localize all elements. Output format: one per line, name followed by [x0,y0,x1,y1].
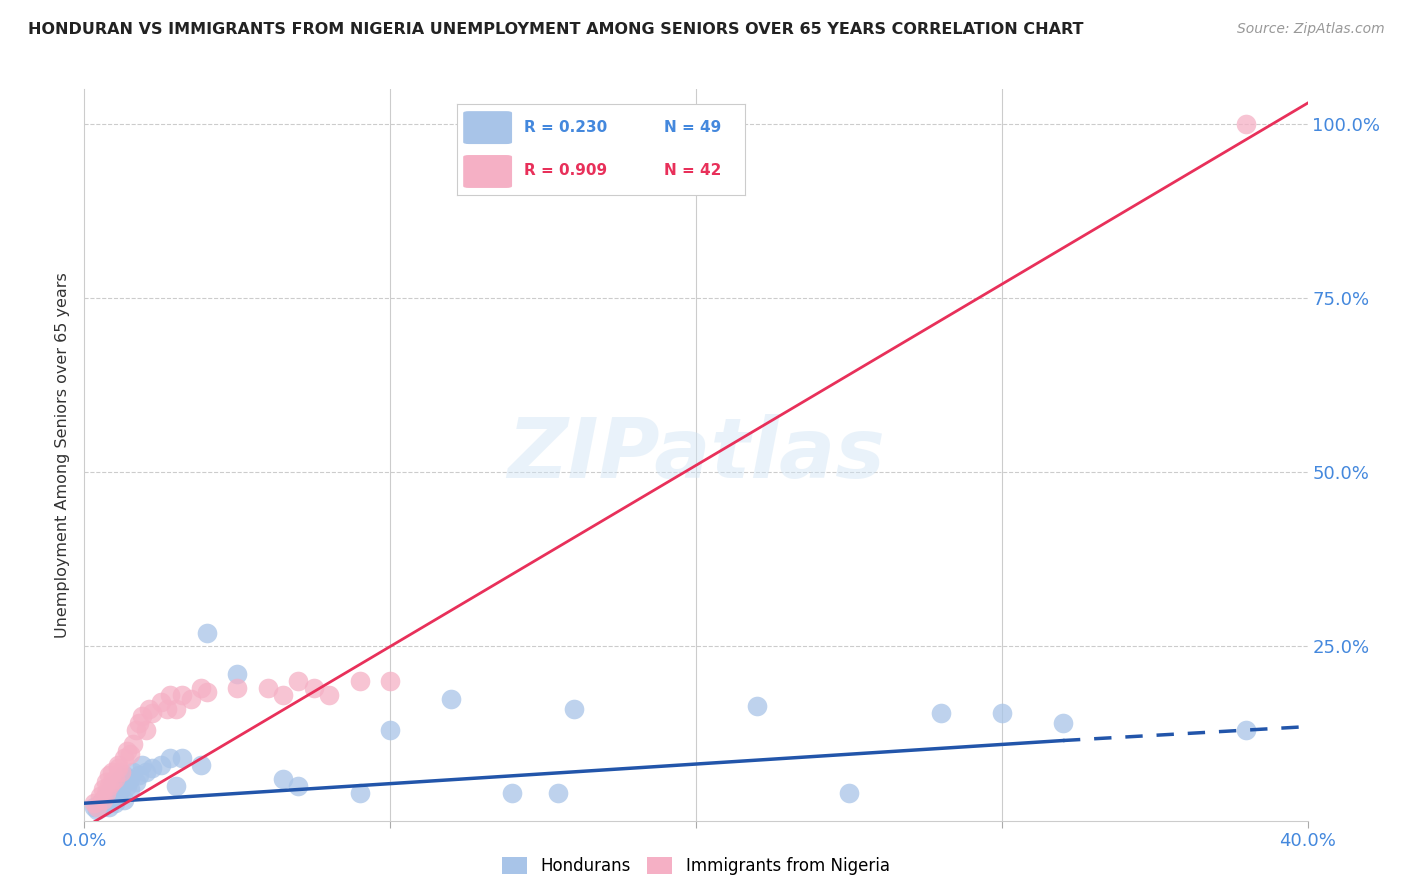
Point [97,786,120,800]
Point [1236,723,1258,737]
Point [287,779,309,793]
Point [349,674,371,689]
Point [107,775,129,789]
Point [190,681,212,696]
Point [929,706,952,720]
Point [165,779,187,793]
Point [120,747,142,762]
Point [110,772,132,786]
Point [156,702,179,716]
Point [180,691,202,706]
Point [195,685,218,699]
Point [83,799,105,814]
Point [112,793,135,807]
Point [131,758,153,772]
Point [271,688,294,702]
Point [104,786,127,800]
Point [125,723,148,737]
Point [226,667,249,681]
Point [149,695,172,709]
Point [89,796,111,810]
Point [120,772,142,786]
Point [97,799,120,814]
Point [101,793,124,807]
Point [104,772,127,786]
Point [97,779,120,793]
Point [112,768,135,782]
Point [86,803,108,817]
Point [97,768,120,782]
Point [502,786,524,800]
Point [107,758,129,772]
Point [101,775,124,789]
Point [128,716,150,731]
Point [380,723,402,737]
Point [94,786,117,800]
Legend: Hondurans, Immigrants from Nigeria: Hondurans, Immigrants from Nigeria [495,850,897,882]
Point [86,799,108,814]
Point [94,775,117,789]
Point [91,782,114,797]
Point [380,674,402,689]
Point [547,786,569,800]
Point [172,751,194,765]
Point [159,688,181,702]
Point [115,744,138,758]
Point [195,625,218,640]
Point [747,698,769,713]
Point [165,702,187,716]
Point [110,764,132,779]
Point [1236,117,1258,131]
Point [125,775,148,789]
Point [122,737,145,751]
Point [1052,716,1074,731]
Point [122,764,145,779]
Point [135,723,157,737]
Point [83,796,105,810]
Point [349,786,371,800]
Point [107,761,129,775]
Point [112,751,135,765]
Point [101,779,124,793]
Point [104,796,127,810]
Point [226,681,249,696]
Point [190,758,212,772]
Point [91,793,114,807]
Point [287,674,309,689]
Y-axis label: Unemployment Among Seniors over 65 years: Unemployment Among Seniors over 65 years [55,272,70,638]
Point [172,688,194,702]
Text: HONDURAN VS IMMIGRANTS FROM NIGERIA UNEMPLOYMENT AMONG SENIORS OVER 65 YEARS COR: HONDURAN VS IMMIGRANTS FROM NIGERIA UNEM… [28,22,1084,37]
Point [562,702,585,716]
Point [94,789,117,804]
Point [91,793,114,807]
Point [141,706,163,720]
Point [991,706,1014,720]
Text: Source: ZipAtlas.com: Source: ZipAtlas.com [1237,22,1385,37]
Point [318,688,340,702]
Point [101,764,124,779]
Point [89,789,111,804]
Point [91,799,114,814]
Point [149,758,172,772]
Point [120,782,142,797]
Point [257,681,280,696]
Point [302,681,325,696]
Point [94,796,117,810]
Text: ZIPatlas: ZIPatlas [508,415,884,495]
Point [159,751,181,765]
Point [138,702,160,716]
Point [115,779,138,793]
Point [107,789,129,804]
Point [440,691,463,706]
Point [131,709,153,723]
Point [110,782,132,797]
Point [128,768,150,782]
Point [838,786,860,800]
Point [135,764,157,779]
Point [141,761,163,775]
Point [271,772,294,786]
